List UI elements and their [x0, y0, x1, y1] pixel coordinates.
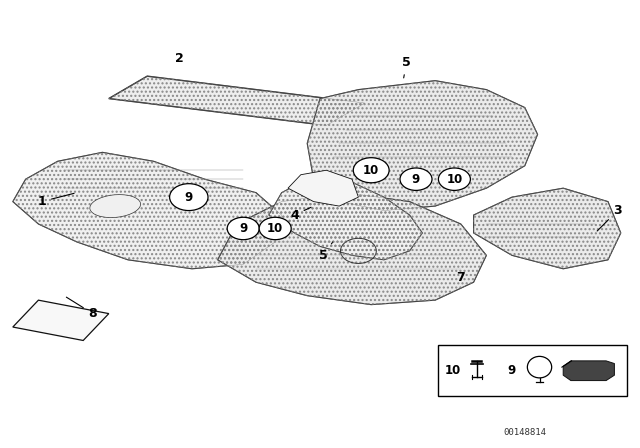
Circle shape [259, 217, 291, 240]
Circle shape [400, 168, 432, 190]
Text: 9: 9 [412, 172, 420, 186]
Text: 10: 10 [446, 172, 463, 186]
Circle shape [438, 168, 470, 190]
Text: 4: 4 [290, 207, 311, 222]
Text: 3: 3 [597, 204, 622, 231]
Text: 5: 5 [402, 56, 411, 78]
Polygon shape [218, 193, 486, 305]
Text: 00148814: 00148814 [503, 428, 547, 437]
Text: 9: 9 [239, 222, 247, 235]
Ellipse shape [90, 194, 141, 218]
Polygon shape [13, 152, 282, 269]
Text: 10: 10 [267, 222, 284, 235]
Polygon shape [307, 81, 538, 211]
Text: 2: 2 [175, 52, 184, 65]
Circle shape [227, 217, 259, 240]
Polygon shape [288, 170, 358, 206]
Text: 1: 1 [37, 194, 74, 208]
Circle shape [170, 184, 208, 211]
Text: 5: 5 [319, 242, 333, 262]
Text: 9: 9 [508, 364, 516, 377]
Circle shape [353, 158, 389, 183]
Text: 9: 9 [185, 190, 193, 204]
Text: 7: 7 [456, 271, 465, 284]
Text: 10: 10 [445, 364, 461, 377]
Text: 8: 8 [67, 297, 97, 320]
Bar [438, 345, 627, 396]
Polygon shape [109, 76, 365, 125]
Polygon shape [13, 300, 109, 340]
Polygon shape [563, 361, 614, 380]
Polygon shape [269, 179, 422, 260]
Polygon shape [474, 188, 621, 269]
Ellipse shape [527, 357, 552, 378]
Text: 10: 10 [363, 164, 380, 177]
